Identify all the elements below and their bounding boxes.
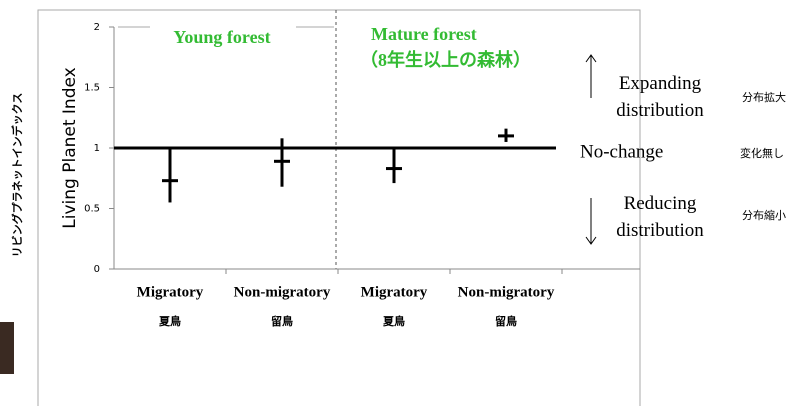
annotation-ja: 分布拡大: [742, 90, 786, 104]
x-tick-label: Non-migratory: [458, 284, 555, 300]
annotation-box: Expanding distribution: [616, 73, 704, 121]
arrow-head: [585, 54, 597, 63]
group-sublabel: （8年生以上の森林）: [360, 49, 531, 70]
x-tick-sublabel: 留鳥: [271, 314, 293, 328]
annotation-ja: 変化無し: [740, 146, 784, 160]
y-tick-label: 1.5: [84, 83, 100, 94]
annotation-ja: 分布縮小: [742, 208, 786, 222]
x-tick-sublabel: 夏鳥: [159, 314, 181, 328]
annotation: Expanding distribution: [616, 73, 704, 121]
chart-frame: [37, 9, 641, 410]
photo-fragment: [0, 322, 14, 374]
x-tick-sublabel: 留鳥: [495, 314, 517, 328]
y-tick-label: 0: [94, 264, 100, 275]
y-axis-label-ja: リビングプラネットインデックス: [10, 93, 24, 258]
group-label: Mature forest: [371, 24, 477, 44]
x-tick-label: Migratory: [137, 284, 204, 300]
y-tick-label: 0.5: [84, 204, 100, 215]
annotation: Reducing distribution: [616, 193, 704, 241]
y-axis-label: Living Planet Index: [60, 67, 80, 228]
y-tick-label: 1: [94, 143, 100, 154]
group-label: Young forest: [173, 27, 270, 47]
annotation: No-change: [580, 141, 663, 162]
y-tick-label: 2: [94, 22, 100, 33]
x-tick-sublabel: 夏鳥: [383, 314, 405, 328]
annotation-box: Reducing distribution: [616, 193, 704, 241]
x-tick-label: Non-migratory: [234, 284, 331, 300]
x-tick-label: Migratory: [361, 284, 428, 300]
arrow-head: [585, 236, 597, 245]
